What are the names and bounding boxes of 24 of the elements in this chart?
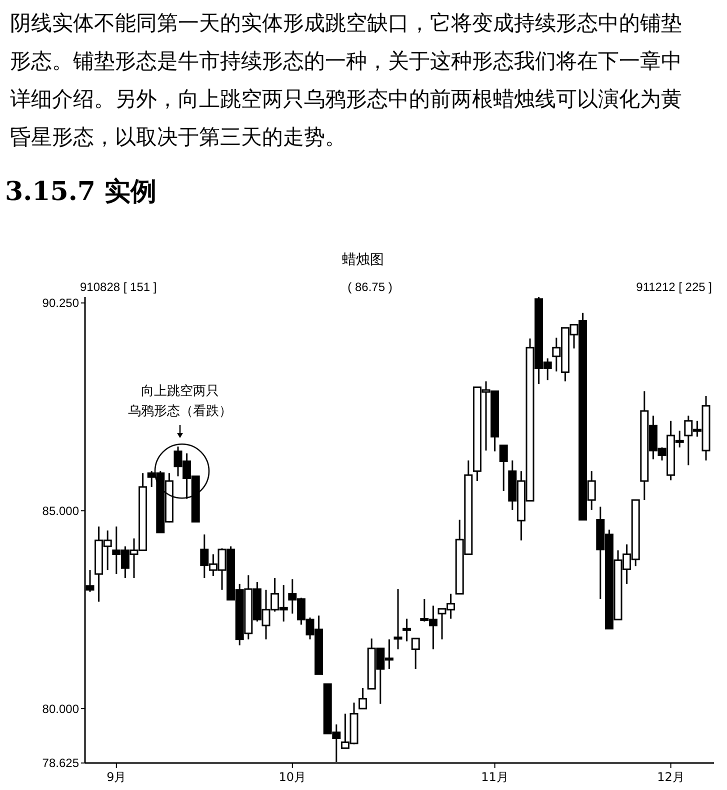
- annotation: 向上跳空两只: [141, 384, 219, 399]
- x-tick-label: 10月: [278, 770, 306, 784]
- text: 3.15.7 实例: [5, 177, 157, 207]
- x-tick-label: 12月: [657, 770, 684, 784]
- y-tick-label: 80.000: [42, 702, 80, 716]
- chart-title: 蜡烛图: [342, 252, 384, 268]
- annotation: 乌鸦形态（看跌）: [128, 404, 232, 419]
- x-tick-label: 9月: [106, 770, 126, 784]
- candlestick: [394, 588, 402, 650]
- text: 详细介绍。另外，向上跳空两只乌鸦形态中的前两根蜡烛线可以演化为黄: [10, 87, 682, 111]
- text: 911212 [ 225 ]: [636, 280, 712, 294]
- text: 910828 [ 151 ]: [80, 280, 157, 294]
- text: 形态。铺垫形态是牛市持续形态的一种，关于这种形态我们将在下一章中: [10, 49, 682, 73]
- x-tick-label: 11月: [481, 770, 508, 784]
- candlestick: [499, 444, 508, 492]
- y-tick-label: 85.000: [42, 504, 80, 518]
- text: 昏星形态，以取决于第三天的走势。: [10, 125, 346, 149]
- text: ( 86.75 ): [348, 280, 392, 294]
- text: 阴线实体不能同第一天的实体形成跳空缺口，它将变成持续形态中的铺垫: [10, 11, 682, 35]
- y-tick-label: 90.250: [42, 296, 80, 310]
- y-tick-label: 78.625: [42, 756, 80, 770]
- candlestick: [358, 687, 368, 710]
- candlestick: [402, 618, 412, 642]
- candlestick: [411, 638, 420, 670]
